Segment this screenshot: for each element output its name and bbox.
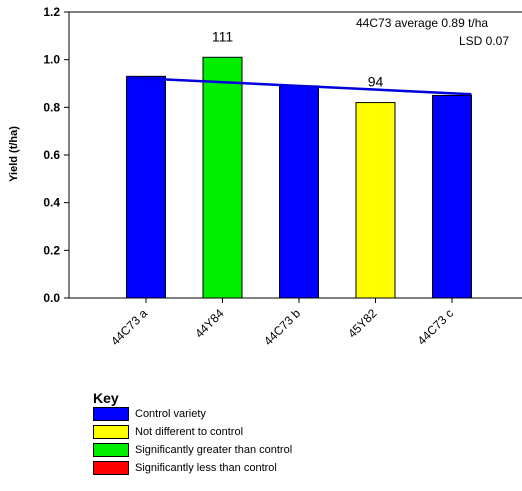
- bar: [202, 56, 243, 299]
- x-tick-label: 45Y82: [345, 306, 380, 341]
- y-tick-label: 1.0: [43, 53, 60, 67]
- data-label: 111: [212, 28, 233, 44]
- control-trend-line: [126, 76, 472, 96]
- legend: Key Control variety Not different to cont…: [93, 391, 292, 477]
- bar: [279, 85, 319, 299]
- legend-swatch: [93, 461, 129, 475]
- bar: [432, 94, 472, 299]
- plot-area: 0.0 0.2 0.4 0.6 0.8 1.0 1.2 44C73 a 44Y84 111 44C7…: [43, 5, 522, 348]
- legend-label: Control variety: [135, 408, 206, 420]
- bar: [126, 75, 166, 299]
- legend-label: Not different to control: [135, 426, 244, 438]
- bar: [355, 102, 396, 299]
- lsd-annotation: LSD 0.07: [459, 34, 509, 48]
- y-tick-label: 0.4: [43, 196, 60, 210]
- x-tick-label: 44C73 c: [415, 306, 457, 348]
- y-tick-label: 0.6: [43, 148, 60, 162]
- legend-item: Significantly greater than control: [93, 441, 292, 459]
- average-annotation: 44C73 average 0.89 t/ha: [356, 16, 488, 30]
- legend-label: Significantly less than control: [135, 462, 277, 474]
- x-tick-label: 44C73 a: [108, 306, 150, 348]
- legend-swatch: [93, 425, 129, 439]
- legend-item: Control variety: [93, 405, 292, 423]
- legend-label: Significantly greater than control: [135, 444, 293, 456]
- legend-swatch: [93, 443, 129, 457]
- legend-item: Not different to control: [93, 423, 292, 441]
- data-label: 94: [368, 74, 384, 90]
- y-tick-label: 0.0: [43, 291, 60, 305]
- legend-item: Significantly less than control: [93, 459, 292, 477]
- y-tick-label: 0.8: [43, 100, 60, 114]
- y-tick-label: 0.2: [43, 243, 60, 257]
- y-axis-label: Yield (t/ha): [8, 126, 20, 182]
- legend-swatch: [93, 407, 129, 421]
- legend-title: Key: [93, 390, 119, 406]
- x-tick-label: 44C73 b: [261, 306, 303, 348]
- chart: Yield (t/ha) 44C73 average 0.89 t/ha LSD…: [8, 5, 522, 348]
- y-tick-label: 1.2: [43, 5, 60, 19]
- x-tick-label: 44Y84: [192, 306, 227, 341]
